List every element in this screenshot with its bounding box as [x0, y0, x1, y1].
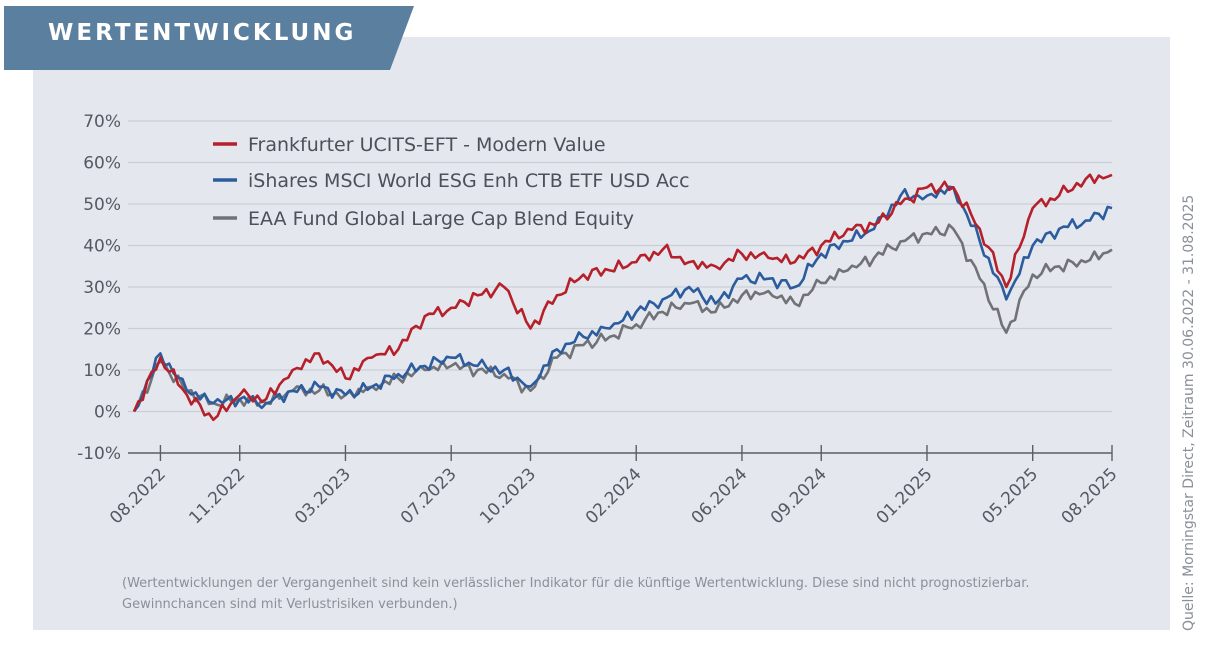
y-tick-label: 40%	[83, 237, 121, 257]
y-tick-label: 0%	[94, 403, 121, 423]
series-line	[132, 173, 1113, 422]
x-tick-label: 06.2024	[688, 464, 752, 528]
performance-chart: 70% 60% 50% 40% 30% 20% 10% 0% -10%08.2022 11.202…	[77, 112, 1122, 528]
legend-label: EAA Fund Global Large Cap Blend Equity	[248, 208, 634, 230]
series-path	[132, 173, 1113, 422]
x-tick-label: 01.2025	[873, 464, 937, 528]
disclaimer-line-1: (Wertentwicklungen der Vergangenheit sin…	[122, 576, 1030, 591]
legend-label: iShares MSCI World ESG Enh CTB ETF USD A…	[248, 170, 690, 192]
x-tick-label: 03.2023	[291, 464, 355, 528]
series-path	[132, 185, 1113, 413]
y-tick-label: 10%	[83, 361, 121, 381]
legend-label: Frankfurter UCITS-EFT - Modern Value	[248, 134, 606, 156]
series-line	[132, 185, 1113, 413]
x-tick-label: 08.2025	[1058, 464, 1122, 528]
series-path	[132, 223, 1113, 413]
y-tick-label: 20%	[83, 320, 121, 340]
title-banner	[4, 6, 414, 70]
y-tick-label: 60%	[83, 154, 121, 174]
y-tick-label: -10%	[77, 444, 121, 464]
x-tick-label: 09.2024	[767, 464, 831, 528]
source-text: Quelle: Morningstar Direct, Zeitraum 30.…	[1181, 194, 1197, 631]
y-tick-label: 50%	[83, 195, 121, 215]
y-tick-label: 30%	[83, 278, 121, 298]
disclaimer: (Wertentwicklungen der Vergangenheit sin…	[122, 573, 1102, 615]
x-tick-label: 02.2024	[582, 464, 646, 528]
disclaimer-line-2: Gewinnchancen sind mit Verlustrisiken ve…	[122, 597, 458, 612]
y-tick-label: 70%	[83, 112, 121, 132]
x-tick-label: 05.2025	[978, 464, 1042, 528]
x-tick-label: 07.2023	[397, 464, 461, 528]
x-tick-label: 11.2022	[185, 464, 249, 528]
x-tick-label: 08.2022	[106, 464, 170, 528]
x-tick-label: 10.2023	[476, 464, 540, 528]
page-title: WERTENTWICKLUNG	[48, 20, 357, 46]
